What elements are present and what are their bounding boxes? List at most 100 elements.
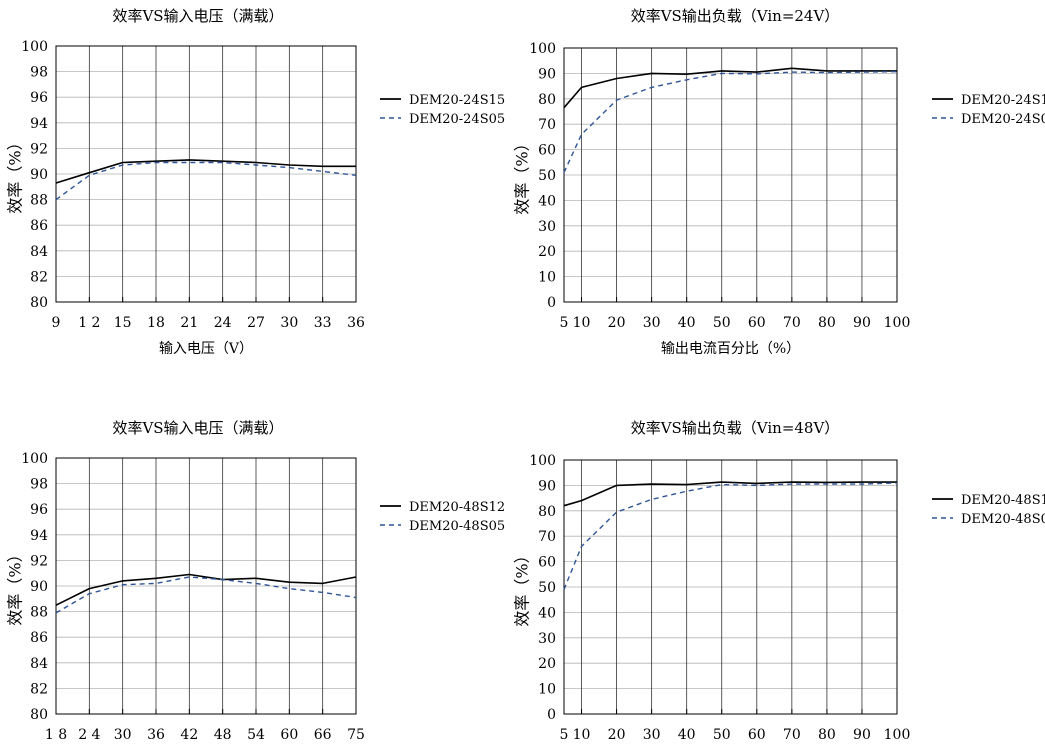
x-tick-label: 2 4 — [78, 727, 100, 743]
x-tick-label: 42 — [180, 727, 198, 743]
y-tick-label: 70 — [538, 117, 556, 133]
x-tick-label: 75 — [347, 727, 365, 743]
plot-frame — [55, 457, 357, 715]
x-tick-label: 40 — [678, 315, 696, 331]
y-tick-label: 40 — [538, 605, 556, 621]
y-tick-label: 30 — [538, 631, 556, 647]
x-tick-label: 60 — [748, 727, 766, 743]
x-tick-label: 27 — [247, 315, 265, 331]
y-tick-label: 84 — [30, 244, 48, 260]
x-tick-label: 30 — [643, 315, 661, 331]
legend-label: DEM20-48S12 — [961, 493, 1045, 508]
y-tick-label: 98 — [30, 65, 48, 81]
series-line-dem20-24s15 — [55, 159, 356, 184]
y-tick-label: 82 — [30, 681, 48, 697]
y-tick-label: 96 — [30, 502, 48, 518]
legend-label: DEM20-24S15 — [961, 93, 1045, 108]
x-tick-label: 10 — [573, 315, 591, 331]
x-tick-label: 30 — [643, 727, 661, 743]
x-tick-label: 80 — [818, 315, 836, 331]
x-tick-label: 30 — [114, 727, 132, 743]
x-tick-label: 21 — [180, 315, 198, 331]
series-line-dem20-24s05 — [563, 70, 898, 173]
series-line-dem20-48s12 — [55, 573, 357, 606]
chart-title: 效率VS输入电压（满载） — [112, 419, 283, 437]
y-tick-label: 50 — [538, 580, 556, 596]
y-tick-label: 0 — [547, 707, 556, 723]
y-tick-label: 90 — [538, 66, 556, 82]
y-tick-label: 0 — [547, 295, 556, 311]
x-tick-label: 18 — [147, 315, 165, 331]
y-tick-label: 96 — [30, 90, 48, 106]
y-tick-label: 100 — [21, 39, 48, 55]
y-axis-label: 效率（%） — [6, 134, 25, 213]
legend: DEM20-48S12 DEM20-48S05 — [932, 493, 1045, 527]
y-tick-label: 20 — [538, 244, 556, 260]
legend-label: DEM20-24S05 — [961, 112, 1045, 127]
plot-frame — [563, 459, 898, 715]
y-tick-label: 88 — [30, 193, 48, 209]
y-tick-label: 70 — [538, 529, 556, 545]
x-tick-label: 1 8 — [45, 727, 67, 743]
legend: DEM20-24S15 DEM20-24S05 — [932, 93, 1045, 127]
x-axis-label: 输出电流百分比（%） — [661, 341, 800, 357]
x-tick-label: 70 — [783, 727, 801, 743]
x-tick-label: 24 — [214, 315, 232, 331]
legend-label: DEM20-24S05 — [409, 112, 505, 127]
y-tick-label: 86 — [30, 218, 48, 234]
x-tick-label: 30 — [280, 315, 298, 331]
x-tick-label: 70 — [783, 315, 801, 331]
x-tick-label: 48 — [214, 727, 232, 743]
y-tick-label: 50 — [538, 168, 556, 184]
legend: DEM20-24S15 DEM20-24S05 — [380, 93, 505, 127]
y-tick-label: 88 — [30, 605, 48, 621]
y-tick-label: 100 — [529, 41, 556, 57]
y-tick-label: 10 — [538, 270, 556, 286]
y-tick-label: 98 — [30, 477, 48, 493]
y-tick-label: 92 — [30, 141, 48, 157]
x-tick-label: 60 — [280, 727, 298, 743]
x-tick-label: 50 — [713, 727, 731, 743]
x-tick-label: 90 — [853, 727, 871, 743]
x-tick-label: 20 — [608, 315, 626, 331]
y-tick-label: 10 — [538, 682, 556, 698]
y-axis-label: 效率（%） — [513, 135, 532, 214]
legend-label: DEM20-48S05 — [961, 512, 1045, 527]
chart-title: 效率VS输入电压（满载） — [112, 7, 283, 25]
y-axis-label: 效率（%） — [513, 547, 532, 626]
legend-label: DEM20-48S12 — [409, 500, 505, 515]
chart-title: 效率VS输出负载（Vin=48V） — [631, 419, 840, 437]
x-tick-label: 20 — [608, 727, 626, 743]
y-tick-label: 80 — [30, 707, 48, 723]
x-tick-label: 5 — [560, 315, 569, 331]
x-axis-label: 输入电压（V） — [159, 341, 253, 357]
x-tick-label: 5 — [560, 727, 569, 743]
legend: DEM20-48S12 DEM20-48S05 — [380, 500, 505, 534]
y-tick-label: 94 — [30, 528, 48, 544]
y-tick-label: 90 — [538, 478, 556, 494]
x-tick-label: 9 — [52, 315, 61, 331]
series-line-dem20-48s05 — [55, 576, 357, 614]
x-tick-label: 66 — [314, 727, 332, 743]
x-tick-label: 1 2 — [78, 315, 100, 331]
y-tick-label: 20 — [538, 656, 556, 672]
x-tick-label: 50 — [713, 315, 731, 331]
y-axis-label: 效率（%） — [6, 546, 25, 625]
y-tick-label: 84 — [30, 656, 48, 672]
y-tick-label: 100 — [529, 453, 556, 469]
x-tick-label: 100 — [884, 315, 911, 331]
y-tick-label: 82 — [30, 269, 48, 285]
y-tick-label: 86 — [30, 630, 48, 646]
x-tick-label: 54 — [247, 727, 265, 743]
y-tick-label: 90 — [30, 579, 48, 595]
x-tick-label: 60 — [748, 315, 766, 331]
y-tick-label: 92 — [30, 553, 48, 569]
y-tick-label: 30 — [538, 219, 556, 235]
y-tick-label: 80 — [538, 504, 556, 520]
series-line-dem20-24s15 — [563, 67, 897, 109]
